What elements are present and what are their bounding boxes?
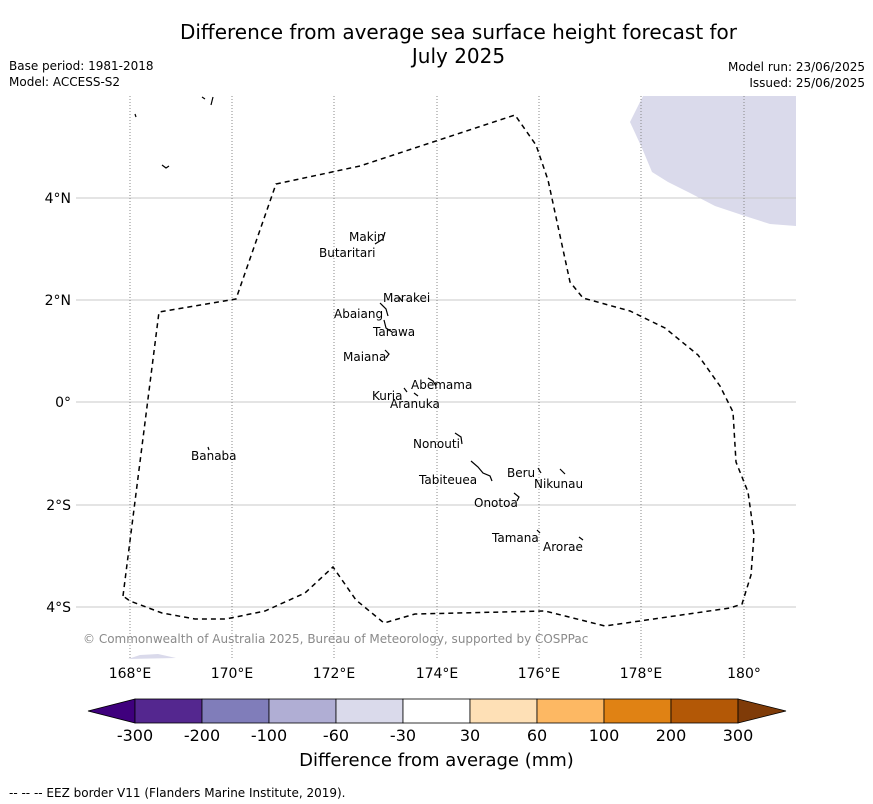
longitude-labels: 168°E 170°E 172°E 174°E 176°E 178°E 180°	[109, 666, 761, 682]
eez-border	[122, 114, 755, 627]
lat-label-2n: 2°N	[45, 293, 71, 309]
place-labels: Makin Butaritari Marakei Abaiang Tarawa …	[191, 230, 583, 554]
place-label-maiana: Maiana	[343, 350, 386, 364]
colorbar-tick-300: 300	[723, 726, 754, 745]
model-run-date: Model run: 23/06/2025	[727, 60, 865, 74]
lon-label-178e: 178°E	[620, 666, 663, 682]
colorbar-tick-minus100: -100	[251, 726, 287, 745]
place-label-banaba: Banaba	[191, 449, 237, 463]
colorbar-tick-30: 30	[460, 726, 480, 745]
colorbar-segment	[268, 698, 337, 724]
place-label-nikunau: Nikunau	[534, 477, 583, 491]
longitude-gridlines	[129, 96, 745, 659]
place-label-abaiang: Abaiang	[334, 307, 383, 321]
model-info: Base period: 1981-2018 Model: ACCESS-S2	[9, 58, 154, 90]
colorbar-segment	[469, 698, 538, 724]
colorbar-tick-minus200: -200	[184, 726, 220, 745]
map-title: Difference from average sea surface heig…	[0, 20, 873, 68]
colorbar-title: Difference from average (mm)	[299, 750, 574, 771]
colorbar-segment	[536, 698, 605, 724]
colorbar-extend-high	[737, 698, 787, 724]
base-period: Base period: 1981-2018	[9, 59, 154, 73]
copyright-notice: © Commonwealth of Australia 2025, Bureau…	[83, 632, 589, 646]
lat-label-2s: 2°S	[46, 498, 71, 514]
lon-label-174e: 174°E	[416, 666, 459, 682]
eez-legend-note: -- -- -- EEZ border V11 (Flanders Marine…	[9, 786, 346, 800]
lon-label-170e: 170°E	[211, 666, 254, 682]
colorbar-segment	[335, 698, 404, 724]
run-info: Model run: 23/06/2025 Issued: 25/06/2025	[728, 59, 865, 91]
colorbar-tick-200: 200	[656, 726, 687, 745]
lon-label-168e: 168°E	[109, 666, 152, 682]
lon-label-172e: 172°E	[313, 666, 356, 682]
latitude-gridlines	[76, 197, 796, 608]
colorbar-tick-minus60: -60	[323, 726, 349, 745]
colorbar-tick-labels: -300 -200 -100 -60 -30 30 60 100 200 300	[117, 726, 753, 745]
colorbar-tick-minus300: -300	[117, 726, 153, 745]
lon-label-180: 180°	[727, 666, 761, 682]
latitude-labels: 4°N 2°N 0° 2°S 4°S	[45, 191, 72, 616]
lon-label-176e: 176°E	[518, 666, 561, 682]
colorbar-tick-100: 100	[589, 726, 620, 745]
colorbar-tick-minus30: -30	[390, 726, 416, 745]
colorbar-segment	[402, 698, 471, 724]
place-label-tabiteuea: Tabiteuea	[418, 473, 477, 487]
anomaly-patch-southwest	[128, 654, 176, 659]
colorbar-segment	[134, 698, 203, 724]
place-label-butaritari: Butaritari	[319, 246, 376, 260]
colorbar-extend-low	[87, 698, 136, 724]
place-label-tarawa: Tarawa	[372, 325, 415, 339]
colorbar-segment	[603, 698, 672, 724]
place-label-makin: Makin	[349, 230, 385, 244]
place-label-nonouti: Nonouti	[413, 437, 460, 451]
colorbar-tick-60: 60	[527, 726, 547, 745]
lat-label-0: 0°	[55, 395, 71, 411]
place-label-aranuka: Aranuka	[390, 397, 440, 411]
place-label-abemama: Abemama	[411, 378, 472, 392]
anomaly-patch-northeast	[630, 96, 796, 226]
place-label-tamana: Tamana	[491, 531, 539, 545]
colorbar-segment	[670, 698, 739, 724]
map-title-line2: July 2025	[411, 44, 506, 68]
place-label-beru: Beru	[507, 466, 535, 480]
issued-date: Issued: 25/06/2025	[749, 76, 865, 90]
colorbar	[87, 698, 787, 724]
colorbar-segment	[201, 698, 270, 724]
map-title-line1: Difference from average sea surface heig…	[179, 20, 738, 44]
lat-label-4s: 4°S	[46, 600, 71, 616]
place-label-kuria: Kuria	[372, 389, 403, 403]
lat-label-4n: 4°N	[45, 191, 71, 207]
model-name: Model: ACCESS-S2	[9, 75, 121, 89]
place-label-onotoa: Onotoa	[474, 496, 518, 510]
place-label-arorae: Arorae	[543, 540, 583, 554]
island-outlines	[134, 96, 584, 541]
place-label-marakei: Marakei	[383, 291, 430, 305]
